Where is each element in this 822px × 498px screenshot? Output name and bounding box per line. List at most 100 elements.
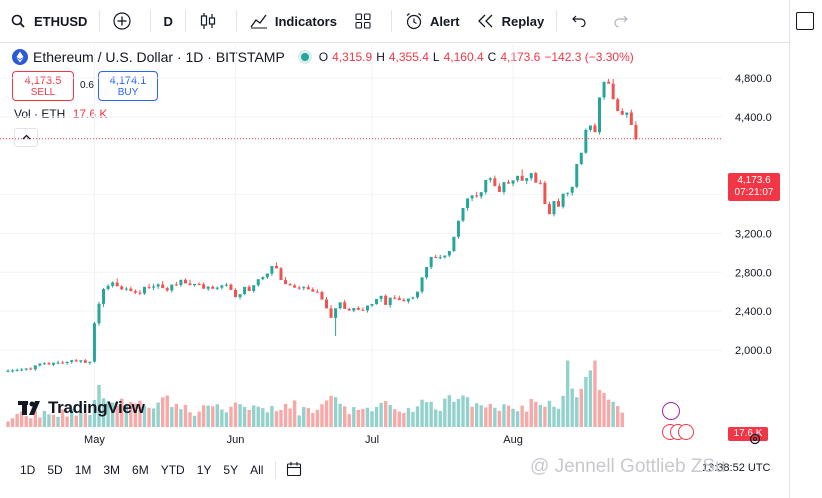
candle-body: [297, 287, 301, 289]
templates-button[interactable]: [345, 0, 387, 42]
volume-bar: [142, 405, 147, 427]
volume-bar: [320, 404, 324, 427]
candle: [152, 283, 156, 291]
candle-body: [302, 287, 306, 289]
candle-body: [65, 361, 69, 363]
undo-button[interactable]: [561, 0, 603, 42]
candle-body: [133, 291, 137, 293]
range-button-1m[interactable]: 1M: [74, 463, 92, 477]
candle-body: [443, 255, 447, 258]
candle-body: [238, 294, 242, 298]
candle: [425, 267, 429, 280]
candle: [265, 273, 269, 279]
range-button-5y[interactable]: 5Y: [223, 463, 239, 477]
candle-body: [379, 295, 383, 299]
volume-legend-value: 17.6 K: [72, 107, 108, 121]
candle: [79, 360, 83, 364]
candle-body: [215, 287, 219, 289]
range-button-5d[interactable]: 5D: [47, 463, 63, 477]
candle-body: [83, 360, 87, 363]
range-button-1d[interactable]: 1D: [20, 463, 36, 477]
go-to-date-button[interactable]: [282, 461, 306, 480]
volume-bar: [197, 411, 201, 427]
interval-button[interactable]: D: [155, 0, 180, 42]
volume-bar: [506, 405, 511, 427]
x-tick-label: Aug: [503, 434, 523, 446]
volume-bar: [579, 388, 583, 427]
range-button-6m[interactable]: 6M: [132, 463, 149, 477]
candle: [179, 279, 183, 287]
range-button-all[interactable]: All: [250, 463, 264, 477]
candle: [20, 368, 24, 372]
indicators-button[interactable]: Indicators: [241, 0, 345, 42]
candle-body: [97, 303, 101, 324]
candle-body: [234, 289, 237, 298]
volume-bar: [151, 408, 156, 427]
candle-body: [447, 251, 451, 256]
candle: [161, 281, 165, 289]
candle: [356, 306, 360, 311]
right-side-panel: [789, 0, 822, 498]
candle: [206, 286, 210, 291]
candle: [497, 183, 501, 192]
volume-bar: [233, 402, 238, 427]
brand-label: TradingView: [48, 398, 145, 417]
chart-type-button[interactable]: [190, 0, 232, 42]
y-tick-label: 2,000.0: [735, 345, 772, 357]
candle-body: [529, 173, 533, 179]
volume-bar: [215, 404, 219, 427]
buy-label: BUY: [117, 86, 139, 98]
volume-bar: [443, 398, 447, 427]
candle-body: [625, 112, 629, 115]
lightning-event-icon[interactable]: [662, 402, 680, 420]
volume-bar: [529, 399, 533, 427]
candle: [588, 125, 592, 132]
candle-body: [265, 273, 269, 278]
calendar-icon: [286, 461, 302, 480]
range-button-ytd[interactable]: YTD: [160, 463, 185, 477]
candle-body: [611, 83, 615, 100]
chart-settings-button[interactable]: [748, 432, 762, 446]
redo-button[interactable]: [603, 0, 645, 42]
candle-body: [24, 368, 28, 370]
candle: [234, 288, 237, 298]
candle: [256, 279, 260, 287]
candle-body: [347, 308, 351, 311]
candle-body: [115, 282, 119, 287]
candle: [570, 186, 574, 196]
toolbar-divider: [150, 10, 152, 32]
candle-body: [507, 182, 510, 184]
candle: [375, 298, 379, 305]
alert-button[interactable]: Alert: [396, 0, 468, 42]
candle-body: [406, 298, 410, 302]
candle-body: [416, 291, 419, 298]
events-markers[interactable]: [660, 402, 694, 440]
price-chart[interactable]: 4,800.04,400.03,600.03,200.02,800.02,400…: [0, 42, 790, 452]
candle: [29, 367, 33, 370]
open-value: 4,315.9: [332, 50, 373, 64]
volume-bar: [584, 376, 588, 427]
replay-button[interactable]: Replay: [468, 0, 553, 42]
candle-body: [634, 125, 638, 139]
candle: [247, 285, 251, 292]
candle-body: [370, 303, 374, 306]
symbol-search-button[interactable]: ETHUSD: [0, 0, 95, 42]
range-button-3m[interactable]: 3M: [103, 463, 121, 477]
range-button-1y[interactable]: 1Y: [196, 463, 212, 477]
candle-body: [38, 363, 42, 366]
candle: [193, 283, 197, 287]
fullscreen-button[interactable]: [796, 12, 814, 30]
candle-body: [493, 178, 497, 187]
candle-body: [29, 368, 33, 370]
y-tick-label: 2,800.0: [735, 267, 772, 279]
candle: [611, 78, 615, 100]
candle-body: [197, 283, 201, 285]
volume-bar: [479, 405, 483, 427]
compare-symbol-button[interactable]: [104, 0, 146, 42]
high-value: 4,355.4: [388, 50, 429, 64]
volume-bar: [406, 408, 411, 427]
volume-bar: [256, 406, 260, 427]
collapse-legend-button[interactable]: [14, 128, 38, 147]
candle-body: [170, 284, 174, 291]
flag-event-icon[interactable]: [678, 424, 694, 440]
